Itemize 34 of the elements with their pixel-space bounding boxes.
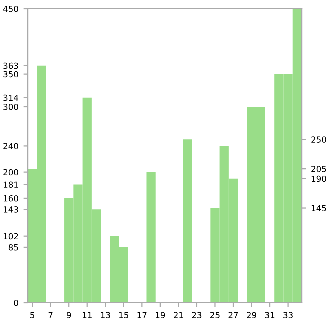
y-tick-label: 85 [8,244,18,251]
x-tick-label: 27 [228,312,238,318]
y-tick-label: 102 [4,233,18,240]
y-tick-label: 350 [4,71,18,78]
y-tick-label: 200 [4,169,18,176]
x-tick-label: 19 [156,312,166,318]
y-tick-label: 314 [4,94,19,102]
x-tick-label: 11 [82,312,92,318]
y-tick-label: 300 [4,104,18,110]
y-tick-label: 143 [4,206,18,213]
y2-tick-label: 145 [312,205,326,212]
x-tick-label: 13 [101,312,110,318]
y-tick-label: 0 [14,300,18,306]
x-tick-label: 9 [66,312,72,318]
y2-tick-label: 250 [312,136,326,143]
y-tick-label: 363 [4,62,18,70]
bar [183,140,192,303]
x-tick-label: 25 [210,312,220,318]
bar [146,172,156,303]
x-tick-label: 29 [247,312,256,318]
x-tick-label: 23 [192,312,202,318]
x-tick-label: 15 [120,312,128,318]
x-tick-label: 21 [174,312,184,318]
y-tick-label: 240 [4,143,18,150]
y2-tick-label: 205 [312,166,326,172]
x-tick-label: 5 [30,312,34,318]
y2-tick-label: 190 [312,176,326,182]
y-tick-label: 181 [4,182,18,188]
x-tick-label: 7 [48,312,53,318]
x-tick-label: 31 [265,312,275,318]
y-tick-label: 450 [3,6,18,12]
y-tick-label: 160 [4,195,18,202]
x-tick-label: 33 [284,312,293,318]
x-tick-label: 17 [138,312,147,318]
